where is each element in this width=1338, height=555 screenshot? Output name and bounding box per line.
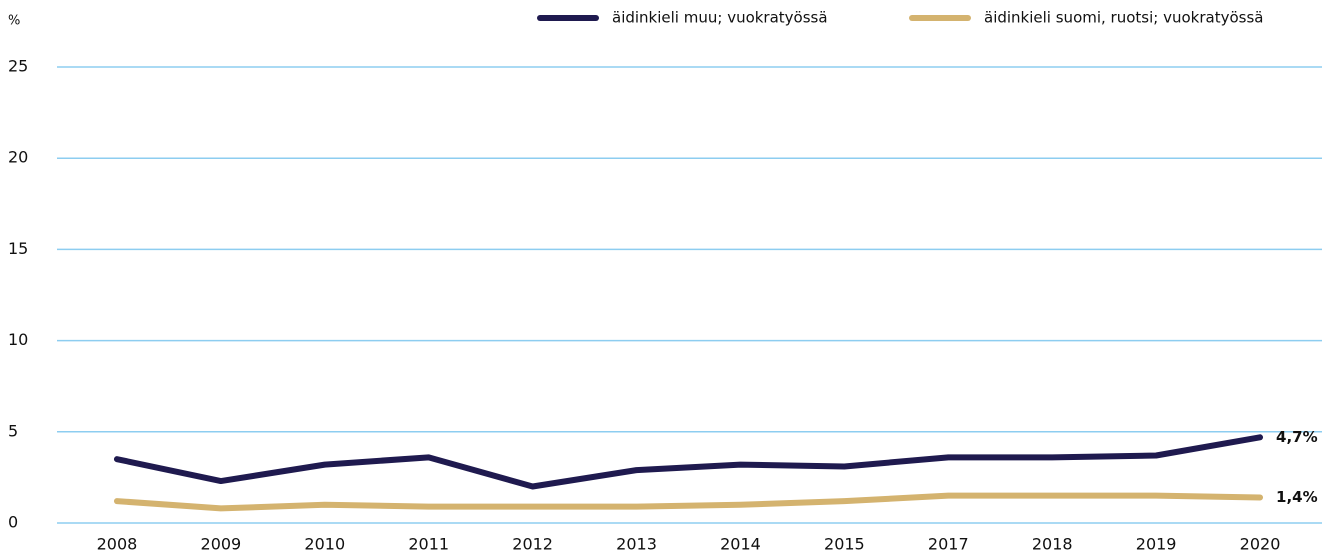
legend-label: äidinkieli suomi, ruotsi; vuokratyössä: [984, 9, 1263, 27]
y-tick-label: 25: [8, 57, 28, 76]
x-tick-label: 2018: [1032, 535, 1073, 554]
x-tick-label: 2019: [1136, 535, 1177, 554]
x-tick-label: 2017: [928, 535, 969, 554]
y-tick-label: 5: [8, 421, 18, 440]
series-line: [113, 492, 1264, 512]
value-label: 1,4%: [1276, 488, 1318, 506]
value-label: 4,7%: [1276, 428, 1318, 446]
x-tick-label: 2020: [1240, 535, 1281, 554]
x-tick-label: 2009: [201, 535, 242, 554]
series-line: [113, 434, 1264, 490]
x-tick-label: 2013: [616, 535, 657, 554]
legend-label: äidinkieli muu; vuokratyössä: [612, 9, 828, 27]
y-tick-label: 15: [8, 239, 28, 258]
x-tick-label: 2008: [97, 535, 138, 554]
x-tick-label: 2012: [512, 535, 553, 554]
y-tick-label: 0: [8, 513, 18, 532]
x-tick-label: 2011: [408, 535, 449, 554]
x-tick-label: 2010: [304, 535, 345, 554]
y-tick-label: 10: [8, 330, 28, 349]
y-unit: %: [8, 14, 20, 29]
x-tick-label: 2015: [824, 535, 865, 554]
y-tick-label: 20: [8, 148, 28, 167]
x-tick-label: 2014: [720, 535, 761, 554]
